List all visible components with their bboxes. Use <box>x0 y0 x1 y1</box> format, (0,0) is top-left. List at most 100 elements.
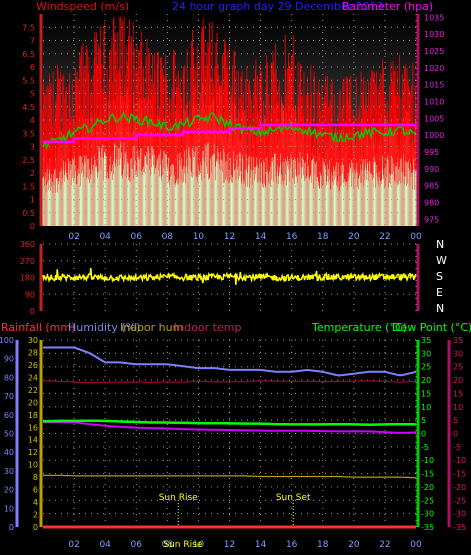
wind-y-tick-label: 3.5 <box>22 129 35 138</box>
windspeed-axis-title: Windspeed (m/s) <box>36 0 129 13</box>
indoor-temp-y-tick-label: -25 <box>453 496 466 505</box>
rain-y-tick-label: 100 <box>0 336 14 345</box>
hum-y-tick-label: 24 <box>28 373 38 382</box>
temp-x-tick-label: 20 <box>348 540 360 550</box>
hum-y-tick-label: 16 <box>28 423 38 432</box>
indoor-temp-y-tick-label: -5 <box>453 443 461 452</box>
indoor-temp-y-tick-label: 15 <box>453 389 463 398</box>
barometer-y-tick-label: 1010 <box>424 97 444 106</box>
direction-y-tick-label: 360 <box>20 240 35 249</box>
temp-y-tick-label: 10 <box>421 403 431 412</box>
temp-y-tick-label: 5 <box>421 416 426 425</box>
direction-y-tick-label: 90 <box>25 290 35 299</box>
barometer-line <box>43 123 418 144</box>
rain-y-tick-label: 70 <box>4 392 14 401</box>
wind-x-tick-label: 10 <box>193 232 205 242</box>
temp-x-tick-label: 00 <box>410 540 422 550</box>
wind-direction-line <box>42 268 417 285</box>
temp-y-tick-label: 30 <box>421 349 431 358</box>
hum-y-tick-label: 12 <box>28 448 38 457</box>
indoor-temp-y-tick-label: 25 <box>453 363 463 372</box>
temp-x-tick-label: 08 <box>162 540 174 550</box>
legend-indoor-hum: Indoor hum <box>120 321 183 334</box>
indoor-temp-y-tick-label: 10 <box>453 403 463 412</box>
barometer-y-tick-label: 990 <box>424 165 439 174</box>
rain-y-tick-label: 10 <box>4 504 14 513</box>
temp-x-tick-label: 06 <box>131 540 143 550</box>
direction-y-tick-label: 270 <box>20 257 35 266</box>
temp-y-tick-label: 25 <box>421 363 431 372</box>
hum-y-tick-label: 0 <box>33 523 38 532</box>
sun-event-label: Sun Set <box>276 493 311 503</box>
temp-x-tick-label: 16 <box>286 540 298 550</box>
wind-mean-line <box>42 111 417 150</box>
wind-x-tick-label: 02 <box>68 232 79 242</box>
indoor-temp-y-tick-label: 35 <box>453 336 463 345</box>
wind-x-tick-label: 08 <box>162 232 174 242</box>
wind-y-tick-label: 6.5 <box>22 50 35 59</box>
barometer-y-tick-label: 995 <box>424 148 439 157</box>
temp-y-tick-label: -30 <box>421 510 434 519</box>
wind-x-tick-label: 14 <box>255 232 267 242</box>
barometer-y-tick-label: 1015 <box>424 81 444 90</box>
wind-y-tick-label: 4.5 <box>22 103 35 112</box>
barometer-y-tick-label: 1005 <box>424 114 444 123</box>
temp-x-tick-label: 12 <box>224 540 235 550</box>
rain-y-tick-label: 20 <box>4 486 14 495</box>
wind-barometer-panel: 0 0.5 1 1.5 2 2.5 3 3.5 4 4.5 5 5.5 6 6.5 7 7.5 975 980 98… <box>22 13 444 242</box>
hum-y-tick-label: 8 <box>33 473 38 482</box>
indoor-temp-y-tick-label: -20 <box>453 483 466 492</box>
wind-y-tick-label: 7.5 <box>22 23 35 32</box>
rain-y-tick-label: 90 <box>4 355 14 364</box>
barometer-y-tick-label: 975 <box>424 215 439 224</box>
sun-event-label: Sun Rise <box>159 493 198 503</box>
temp-x-tick-label: 04 <box>99 540 111 550</box>
temp-y-tick-label: -20 <box>421 483 434 492</box>
wind-y-tick-label: 1 <box>30 196 35 205</box>
wind-y-tick-label: 6 <box>30 63 35 72</box>
rain-y-tick-label: 50 <box>4 430 14 439</box>
indoor-temp-y-tick-label: 20 <box>453 376 463 385</box>
legend-temperature: Temperature (°C) <box>311 321 407 334</box>
temp-x-tick-label: 18 <box>317 540 329 550</box>
barometer-y-tick-label: 980 <box>424 198 439 207</box>
temperature-humidity-panel: Sun Rise Sun Set0102030405060708090100024… <box>0 336 466 550</box>
temp-x-tick-label: 22 <box>379 540 390 550</box>
hum-y-tick-label: 18 <box>28 411 38 420</box>
temp-y-tick-label: 20 <box>421 376 431 385</box>
barometer-y-tick-label: 985 <box>424 182 439 191</box>
hum-y-tick-label: 26 <box>28 361 38 370</box>
rain-y-tick-label: 30 <box>4 467 14 476</box>
wind-x-tick-label: 16 <box>286 232 298 242</box>
temp-y-tick-label: -25 <box>421 496 434 505</box>
wind-y-tick-label: 1.5 <box>22 182 35 191</box>
compass-label: E <box>436 286 443 299</box>
wind-y-tick-label: 3 <box>30 143 35 152</box>
hum-y-tick-label: 30 <box>28 336 38 345</box>
wind-y-tick-label: 5 <box>30 90 35 99</box>
temp-y-tick-label: -35 <box>421 523 434 532</box>
wind-y-tick-label: 7 <box>30 37 35 46</box>
rain-y-tick-label: 80 <box>4 373 14 382</box>
indoor-temp-line <box>42 380 417 384</box>
temp-x-tick-label: 10 <box>193 540 205 550</box>
legend-indoor-temp: Indoor temp <box>174 321 241 334</box>
wind-x-tick-label: 06 <box>131 232 143 242</box>
compass-label: N <box>436 238 444 251</box>
legend-humidity: Humidity (%) <box>68 321 140 334</box>
temp-x-tick-label: 14 <box>255 540 267 550</box>
hum-y-tick-label: 4 <box>33 498 38 507</box>
indoor-temp-y-tick-label: -30 <box>453 510 466 519</box>
temp-y-tick-label: -5 <box>421 443 429 452</box>
wind-y-tick-label: 4 <box>30 116 35 125</box>
barometer-y-tick-label: 1030 <box>424 30 444 39</box>
indoor-temp-y-tick-label: 5 <box>453 416 458 425</box>
rain-y-tick-label: 40 <box>4 448 14 457</box>
wind-y-tick-label: 5.5 <box>22 76 35 85</box>
temp-y-tick-label: -15 <box>421 470 434 479</box>
indoor-temp-y-tick-label: -10 <box>453 456 466 465</box>
temperature-line <box>43 419 416 426</box>
wind-x-tick-label: 18 <box>317 232 329 242</box>
hum-y-tick-label: 10 <box>28 461 38 470</box>
